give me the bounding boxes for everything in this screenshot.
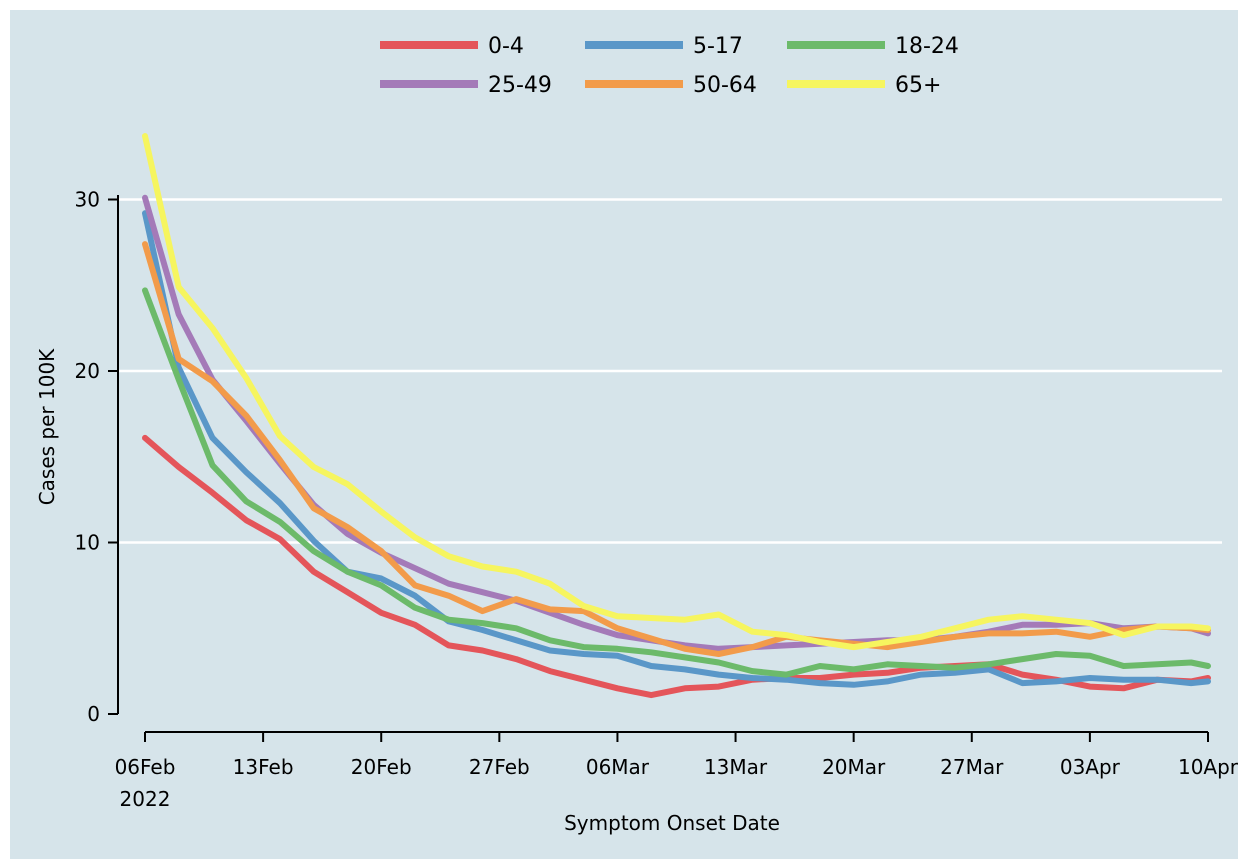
series-line-5-17 [142, 210, 1211, 688]
axes [117, 195, 1208, 733]
y-tick-label: 0 [87, 702, 100, 726]
x-tick-label: 13Mar [704, 755, 768, 779]
x-tick-label: 20Mar [822, 755, 886, 779]
x-tick-label: 27Mar [940, 755, 1004, 779]
legend-item: 50-64 [585, 73, 757, 98]
series-line-18-24 [142, 287, 1211, 678]
legend-label: 5-17 [693, 34, 743, 59]
x-axis-title: Symptom Onset Date [564, 811, 780, 835]
x-tick-label: 13Feb [233, 755, 294, 779]
series-lines [142, 133, 1211, 699]
x-tick-label: 20Feb [351, 755, 412, 779]
legend: 0-4 5-17 18-24 25-49 50-64 65+ [380, 34, 959, 98]
y-tick-label: 30 [75, 188, 100, 212]
chart-background [10, 10, 1238, 859]
legend-label: 50-64 [693, 73, 757, 98]
legend-item: 25-49 [380, 73, 552, 98]
legend-label: 65+ [895, 73, 941, 98]
y-axis-title: Cases per 100K [35, 348, 59, 505]
legend-item: 18-24 [787, 34, 959, 59]
legend-item: 5-17 [585, 34, 743, 59]
legend-item: 65+ [787, 73, 941, 98]
legend-item: 0-4 [380, 34, 524, 59]
legend-label: 18-24 [895, 34, 959, 59]
x-tick-label: 03Apr [1060, 755, 1121, 779]
legend-label: 0-4 [488, 34, 524, 59]
x-tick-label: 06Mar [586, 755, 650, 779]
series-line-65+ [142, 133, 1211, 651]
x-tick-label: 27Feb [469, 755, 530, 779]
series-line-50-64 [142, 241, 1211, 657]
y-tick-label: 20 [75, 359, 100, 383]
x-tick-label: 10Apr [1178, 755, 1239, 779]
y-tick-label: 10 [75, 531, 100, 555]
x-ticks: 06Feb 2022 13Feb 20Feb 27Feb 06Mar 13Mar 20Mar 2… [115, 732, 1239, 811]
legend-label: 25-49 [488, 73, 552, 98]
series-line-0-4 [142, 434, 1211, 699]
x-tick-label: 06Feb [115, 755, 176, 779]
x-tick-sublabel: 2022 [120, 787, 171, 811]
y-ticks: 0 10 20 30 [75, 188, 118, 726]
